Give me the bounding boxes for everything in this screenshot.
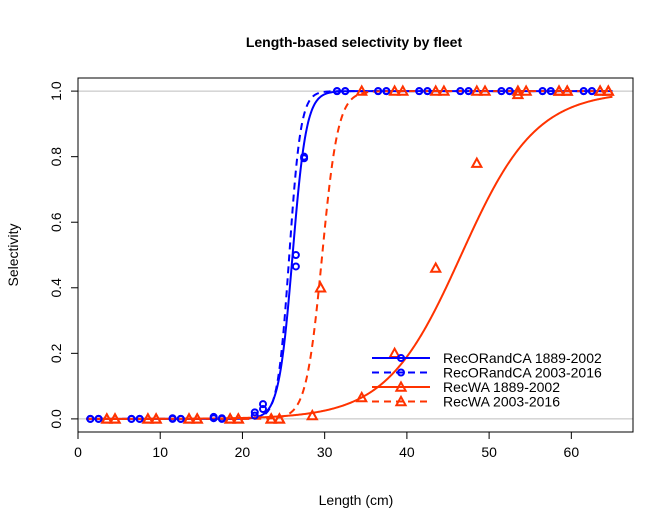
data-point-series-1 — [250, 408, 259, 417]
data-point-series-4 — [149, 412, 163, 424]
data-point-series-2 — [291, 251, 300, 259]
data-point-series-2 — [579, 87, 588, 96]
data-point-series-4 — [100, 412, 114, 424]
chart-title: Length-based selectivity by fleet — [246, 34, 463, 50]
series-line-4 — [86, 90, 613, 420]
data-point-series-4 — [223, 412, 237, 424]
y-tick-label: 0.2 — [48, 343, 64, 363]
data-point-series-2 — [209, 414, 218, 423]
data-point-series-4 — [560, 84, 574, 96]
data-point-series-4 — [396, 84, 410, 96]
data-point-series-2 — [333, 87, 341, 96]
y-tick-label: 0.8 — [48, 147, 64, 167]
data-point-series-2 — [300, 152, 309, 161]
data-point-series-1 — [259, 400, 267, 409]
data-point-series-2 — [374, 87, 383, 96]
x-tick-label: 30 — [317, 444, 333, 460]
data-point-series-2 — [86, 414, 95, 423]
data-point-series-3 — [355, 390, 368, 403]
data-point-series-2 — [176, 414, 185, 423]
data-point-series-2 — [250, 411, 259, 420]
data-point-series-4 — [314, 281, 327, 293]
x-tick-label: 0 — [74, 444, 82, 460]
data-point-series-2 — [505, 87, 514, 96]
x-tick-label: 60 — [564, 444, 580, 460]
y-tick-label: 0.6 — [48, 212, 64, 232]
data-point-series-2 — [415, 87, 424, 96]
data-point-series-2 — [587, 87, 596, 96]
data-point-series-1 — [291, 262, 300, 271]
data-point-series-4 — [388, 84, 401, 96]
legend-label-3: RecWA 1889-2002 — [443, 379, 560, 395]
x-tick-label: 20 — [235, 444, 251, 460]
data-point-series-4 — [264, 412, 278, 424]
y-axis: 0.0 0.2 0.4 0.6 0.8 1.0 — [48, 81, 79, 429]
data-point-series-4 — [552, 84, 566, 96]
data-point-series-3 — [470, 156, 484, 168]
data-point-series-4 — [273, 412, 286, 424]
data-point-series-2 — [456, 87, 465, 96]
data-point-series-4 — [602, 84, 615, 96]
y-axis-label: Selectivity — [5, 223, 21, 286]
data-point-series-4 — [470, 84, 484, 96]
data-point-series-2 — [382, 87, 391, 96]
data-point-series-3 — [306, 408, 319, 421]
x-tick-label: 50 — [481, 444, 497, 460]
data-point-series-2 — [127, 414, 136, 423]
data-point-series-4 — [108, 412, 122, 424]
x-tick-label: 10 — [152, 444, 168, 460]
y-tick-label: 0.0 — [48, 409, 64, 429]
legend-label-4: RecWA 2003-2016 — [443, 394, 560, 410]
legend-marker-4 — [394, 394, 408, 407]
data-point-series-4 — [437, 84, 451, 96]
data-point-series-4 — [519, 84, 533, 96]
data-point-series-4 — [511, 84, 525, 96]
data-point-series-2 — [94, 414, 103, 423]
data-point-series-2 — [546, 87, 555, 96]
data-point-series-2 — [497, 87, 506, 96]
data-point-series-4 — [429, 84, 442, 96]
data-point-series-2 — [538, 87, 547, 96]
data-point-markers — [86, 84, 615, 424]
data-point-series-4 — [593, 84, 607, 96]
legend-marker-2 — [397, 368, 405, 377]
data-point-series-2 — [423, 87, 432, 96]
legend-label-2: RecORandCA 2003-2016 — [443, 365, 602, 381]
data-point-series-4 — [478, 84, 492, 96]
data-point-series-3 — [429, 261, 442, 273]
legend-label-1: RecORandCA 1889-2002 — [443, 350, 602, 366]
data-point-series-2 — [464, 87, 473, 96]
legend-marker-1 — [397, 354, 405, 362]
legend-marker-3 — [394, 380, 408, 392]
x-tick-label: 40 — [399, 444, 415, 460]
data-point-series-4 — [232, 412, 245, 424]
data-point-series-2 — [341, 87, 350, 96]
data-point-series-4 — [182, 412, 196, 424]
data-point-series-4 — [190, 412, 204, 424]
y-tick-label: 1.0 — [48, 81, 64, 101]
data-point-series-2 — [217, 414, 226, 423]
y-tick-label: 0.4 — [48, 278, 64, 298]
x-axis: 0 10 20 30 40 50 60 — [74, 431, 580, 460]
data-point-series-2 — [259, 405, 267, 414]
data-point-series-4 — [355, 84, 368, 96]
selectivity-curves — [86, 90, 613, 420]
data-point-series-2 — [135, 414, 144, 423]
data-point-series-4 — [141, 412, 155, 424]
data-point-series-2 — [168, 414, 177, 423]
x-axis-label: Length (cm) — [319, 492, 394, 508]
